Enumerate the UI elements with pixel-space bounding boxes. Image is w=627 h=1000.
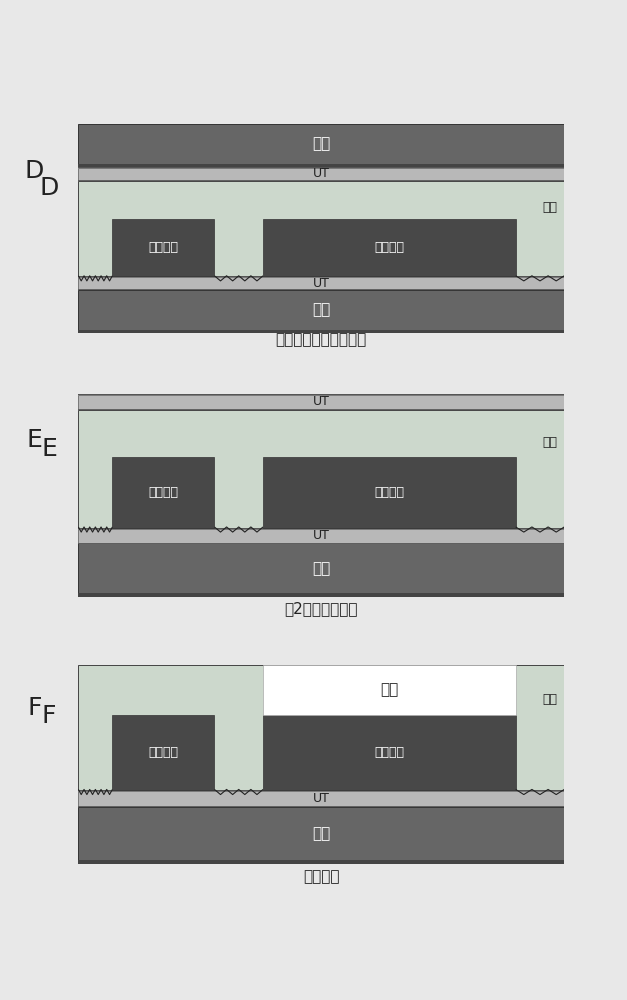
Text: D: D	[40, 176, 59, 200]
Text: 电路镀敷: 电路镀敷	[374, 486, 404, 499]
Text: 激光: 激光	[380, 682, 399, 697]
Text: 电路镀敷: 电路镀敷	[149, 486, 179, 499]
Text: UT: UT	[313, 167, 330, 180]
Text: 树脂及附载体铜箔积层: 树脂及附载体铜箔积层	[276, 332, 367, 348]
Bar	[78, 124, 564, 164]
Bar	[78, 395, 564, 409]
Text: 电路镀敷: 电路镀敷	[149, 746, 179, 759]
Text: UT: UT	[313, 529, 330, 542]
Bar	[112, 457, 214, 528]
Text: F: F	[27, 696, 42, 720]
Text: 电路镀敷: 电路镀敷	[374, 241, 404, 254]
Bar	[263, 219, 516, 276]
Bar	[263, 715, 516, 790]
Text: 激光打孔: 激光打孔	[303, 869, 340, 884]
Bar	[78, 168, 564, 180]
Text: 载体: 载体	[312, 826, 330, 841]
Bar	[78, 277, 564, 289]
Bar	[78, 791, 564, 806]
Text: UT: UT	[313, 792, 330, 805]
Bar	[78, 543, 564, 593]
Bar	[78, 181, 564, 276]
Text: E: E	[26, 428, 43, 452]
Text: 载体: 载体	[312, 302, 330, 317]
Bar	[78, 593, 564, 597]
Bar	[78, 164, 564, 167]
Text: 树脂: 树脂	[542, 436, 557, 449]
Text: 电路镀敷: 电路镀敷	[374, 746, 404, 759]
Text: E: E	[41, 437, 57, 461]
Text: 载体: 载体	[312, 561, 330, 576]
Text: 载体: 载体	[312, 137, 330, 152]
Bar	[78, 410, 564, 528]
Bar	[78, 290, 564, 330]
Text: D: D	[25, 159, 44, 183]
Bar	[78, 807, 564, 860]
Bar	[263, 665, 516, 715]
Bar	[112, 219, 214, 276]
Text: 第2层载体箔去除: 第2层载体箔去除	[285, 601, 358, 616]
Bar	[263, 457, 516, 528]
Text: F: F	[42, 704, 56, 728]
Bar	[78, 860, 564, 864]
Bar	[78, 529, 564, 543]
Text: 树脂: 树脂	[542, 693, 557, 706]
Bar	[112, 715, 214, 790]
Text: 树脂: 树脂	[542, 201, 557, 214]
Bar	[78, 665, 564, 790]
Text: 电路镀敷: 电路镀敷	[149, 241, 179, 254]
Bar	[78, 330, 564, 333]
Text: UT: UT	[313, 395, 330, 408]
Text: UT: UT	[313, 277, 330, 290]
